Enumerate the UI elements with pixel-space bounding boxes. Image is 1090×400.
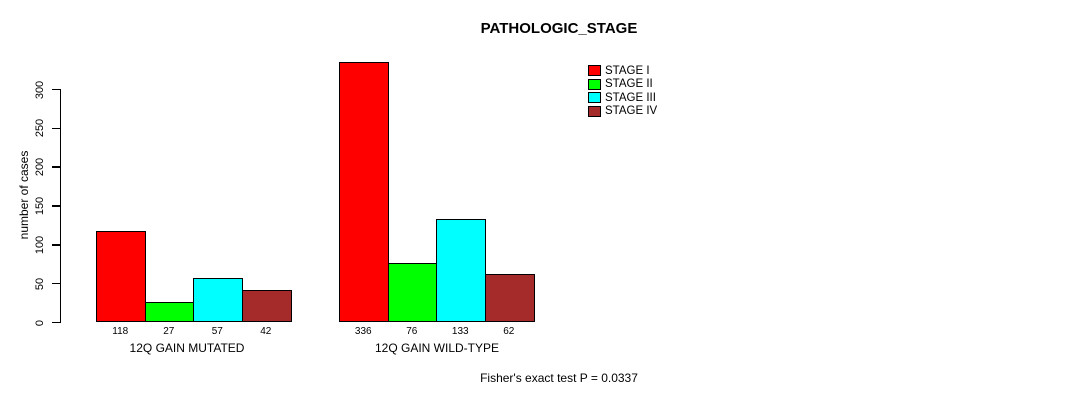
bar-value-label: 76 <box>406 326 418 337</box>
legend-label: STAGE I <box>605 64 650 77</box>
y-tick-label: 200 <box>34 157 46 177</box>
bar-value-label: 42 <box>260 326 272 337</box>
legend-label: STAGE III <box>605 91 656 104</box>
x-category-label: 12Q GAIN WILD-TYPE <box>374 341 500 355</box>
y-tick <box>51 205 60 207</box>
y-tick <box>51 282 60 285</box>
bar-stage-ii <box>387 263 438 323</box>
y-tick-label: 300 <box>34 80 46 99</box>
bar-value-label: 62 <box>503 326 515 337</box>
bar-value-label: 118 <box>112 326 129 337</box>
bar-stage-i <box>96 230 146 323</box>
y-tick-label: 100 <box>34 235 46 255</box>
bar-stage-iii <box>436 219 486 323</box>
legend-swatch-icon <box>588 92 601 104</box>
bar-value-label: 133 <box>451 326 469 337</box>
bar-value-label: 57 <box>211 326 223 337</box>
legend-item: STAGE III <box>588 91 657 105</box>
legend-item: STAGE I <box>588 64 657 78</box>
bar-stage-iii <box>193 278 243 323</box>
x-category-label: 12Q GAIN MUTATED <box>129 341 245 355</box>
y-tick <box>51 244 60 246</box>
y-tick-label: 0 <box>34 319 46 326</box>
legend-swatch-icon <box>588 78 601 90</box>
bar-stage-ii <box>144 301 195 323</box>
bar-stage-iv <box>484 274 535 323</box>
legend-item: STAGE II <box>588 78 657 92</box>
bar-stage-iv <box>241 289 292 323</box>
fisher-test-annotation: Fisher's exact test P = 0.0337 <box>480 371 638 385</box>
y-tick-label: 150 <box>34 196 46 216</box>
bar-value-label: 336 <box>354 326 372 337</box>
legend-item: STAGE IV <box>588 105 657 119</box>
legend-label: STAGE IV <box>605 105 658 118</box>
y-tick <box>51 166 60 168</box>
y-tick-label: 250 <box>34 119 46 138</box>
y-tick <box>51 127 60 130</box>
y-tick-label: 50 <box>34 277 46 290</box>
bar-stage-i <box>339 61 389 323</box>
legend-swatch-icon <box>588 65 601 77</box>
y-axis-line <box>59 88 61 324</box>
y-tick <box>51 88 60 91</box>
y-tick <box>51 321 60 324</box>
legend: STAGE I STAGE II STAGE III STAGE IV <box>588 64 657 118</box>
chart-title: PATHOLOGIC_STAGE <box>480 20 638 37</box>
legend-label: STAGE II <box>605 78 653 91</box>
bar-value-label: 27 <box>163 326 175 337</box>
legend-swatch-icon <box>588 105 601 117</box>
